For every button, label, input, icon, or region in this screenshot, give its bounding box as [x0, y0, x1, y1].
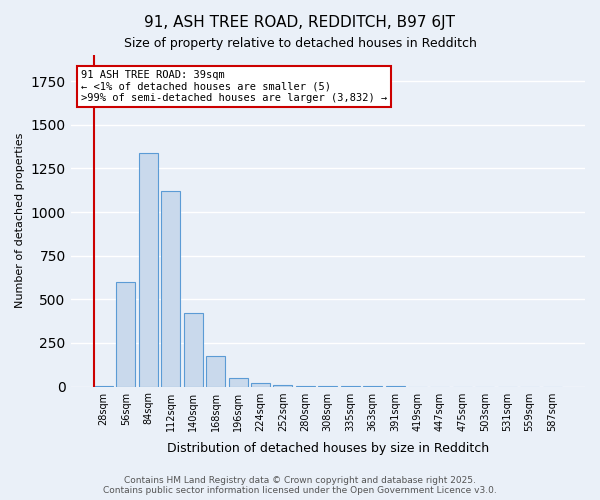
X-axis label: Distribution of detached houses by size in Redditch: Distribution of detached houses by size …: [167, 442, 489, 455]
Bar: [116, 282, 136, 387]
Bar: [274, 385, 292, 386]
Text: Size of property relative to detached houses in Redditch: Size of property relative to detached ho…: [124, 38, 476, 51]
Bar: [251, 383, 270, 386]
Text: Contains HM Land Registry data © Crown copyright and database right 2025.
Contai: Contains HM Land Registry data © Crown c…: [103, 476, 497, 495]
Text: 91 ASH TREE ROAD: 39sqm
← <1% of detached houses are smaller (5)
>99% of semi-de: 91 ASH TREE ROAD: 39sqm ← <1% of detache…: [81, 70, 387, 103]
Text: 91, ASH TREE ROAD, REDDITCH, B97 6JT: 91, ASH TREE ROAD, REDDITCH, B97 6JT: [145, 15, 455, 30]
Y-axis label: Number of detached properties: Number of detached properties: [15, 133, 25, 308]
Bar: [184, 313, 203, 386]
Bar: [206, 356, 225, 386]
Bar: [161, 191, 180, 386]
Bar: [229, 378, 248, 386]
Bar: [139, 152, 158, 386]
